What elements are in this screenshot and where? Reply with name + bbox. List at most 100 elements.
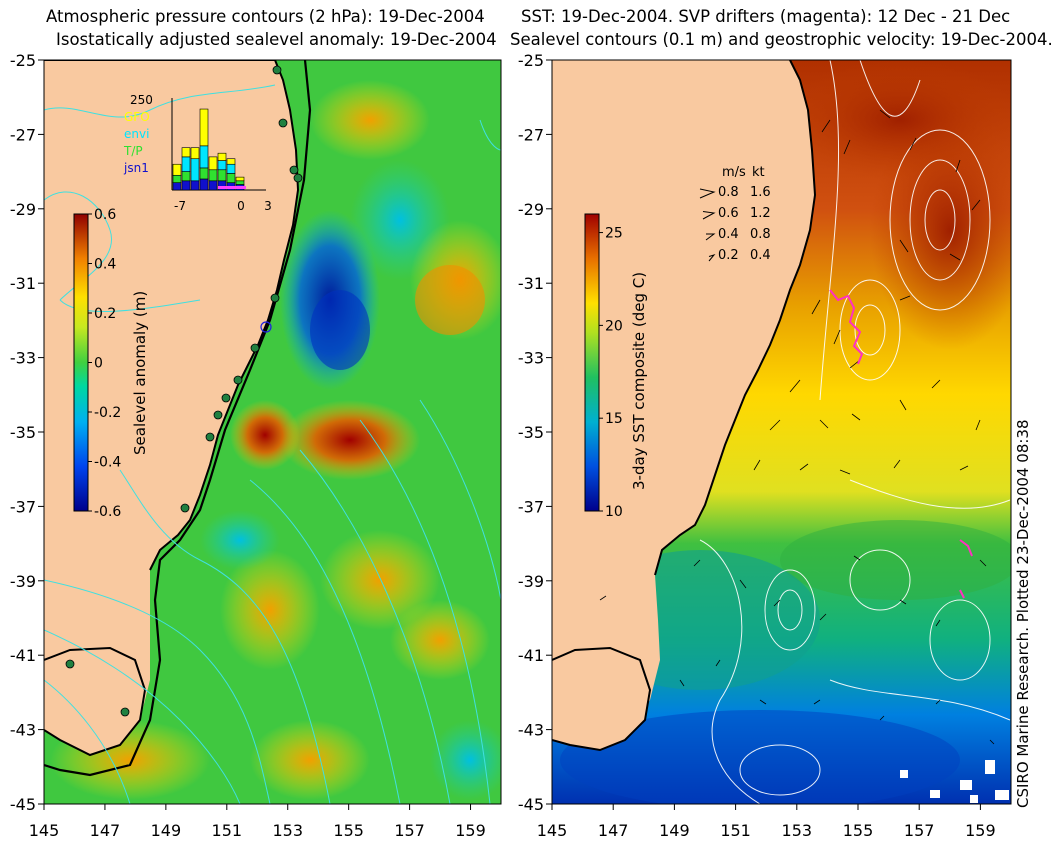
histogram-bar-segment bbox=[181, 156, 191, 172]
right-lat-label: -43 bbox=[518, 721, 544, 740]
histogram-x-tick: 0 bbox=[237, 199, 245, 213]
left-lon-label: 147 bbox=[90, 821, 121, 840]
histogram-bar-segment bbox=[226, 163, 236, 174]
histogram-bar-segment bbox=[199, 145, 209, 169]
left-lat-label: -45 bbox=[10, 795, 36, 814]
left-lat-label: -35 bbox=[10, 423, 36, 442]
right-title-line2: Sealevel contours (0.1 m) and geostrophi… bbox=[510, 30, 1053, 49]
histogram-bar-segment bbox=[190, 180, 200, 191]
right-lon-label: 151 bbox=[720, 821, 751, 840]
histogram-bar-segment bbox=[217, 169, 227, 182]
right-lat-label: -35 bbox=[518, 423, 544, 442]
sla-colorbar-tick-label: 0 bbox=[94, 356, 103, 372]
right-lon-label: 155 bbox=[843, 821, 874, 840]
histogram-bar-segment bbox=[208, 156, 218, 171]
velocity-legend-ms: 0.6 bbox=[718, 206, 739, 221]
histogram-bar-segment bbox=[190, 158, 200, 182]
velocity-legend-arrow bbox=[708, 254, 716, 262]
histogram-bar-segment bbox=[199, 178, 209, 191]
velocity-legend-kt: 0.4 bbox=[750, 248, 771, 263]
histogram-bar-segment bbox=[226, 173, 236, 183]
left-lat-label: -27 bbox=[10, 125, 36, 144]
left-lon-axis: 145 147 149 151 153 155 157 159 bbox=[29, 804, 486, 840]
right-lat-label: -39 bbox=[518, 572, 544, 591]
right-lat-label: -27 bbox=[518, 125, 544, 144]
velocity-legend-kt-header: kt bbox=[752, 165, 765, 180]
histogram-x-tick: 3 bbox=[264, 199, 272, 213]
velocity-legend-ms: 0.8 bbox=[718, 185, 739, 200]
velocity-legend-ms: 0.4 bbox=[718, 227, 739, 242]
right-lat-label: -29 bbox=[518, 200, 544, 219]
velocity-legend-arrow bbox=[705, 233, 716, 241]
right-lat-axis: -25 -27 -29 -31 -33 -35 -37 -39 -41 -43 -45 bbox=[518, 51, 552, 814]
histogram-legend-gfo: GFO bbox=[124, 110, 150, 124]
histogram-ymax: 250 bbox=[130, 93, 153, 107]
right-lon-label: 157 bbox=[904, 821, 935, 840]
inset-histogram: 250 GFO envi T/P jsn1 -7 0 3 bbox=[123, 93, 272, 213]
histogram-bar-segment bbox=[172, 182, 182, 191]
right-colorbar: 25 20 15 10 bbox=[584, 213, 623, 520]
velocity-legend-kt: 1.2 bbox=[750, 206, 771, 221]
velocity-legend-ms: 0.2 bbox=[718, 248, 739, 263]
right-title-line1: SST: 19-Dec-2004. SVP drifters (magenta)… bbox=[521, 7, 1011, 26]
velocity-legend-kt: 1.6 bbox=[750, 185, 771, 200]
left-lat-label: -43 bbox=[10, 721, 36, 740]
histogram-bar-segment bbox=[226, 158, 236, 165]
drifter-tracks bbox=[829, 289, 973, 599]
histogram-bar-segment bbox=[181, 171, 191, 182]
left-lat-label: -31 bbox=[10, 274, 36, 293]
left-lon-label: 151 bbox=[212, 821, 243, 840]
histogram-x-tick: -7 bbox=[174, 199, 186, 213]
histogram-bar-segment bbox=[181, 147, 191, 158]
left-lat-label: -39 bbox=[10, 572, 36, 591]
sla-colorbar-tick-label: -0.2 bbox=[94, 405, 121, 421]
histogram-bar-segment bbox=[172, 174, 182, 183]
right-colorbar-label: 3-day SST composite (deg C) bbox=[630, 271, 648, 490]
left-lon-label: 153 bbox=[272, 821, 303, 840]
sla-colorbar-tick-label: 0.6 bbox=[94, 207, 116, 223]
left-lat-label: -37 bbox=[10, 497, 36, 516]
right-map bbox=[552, 60, 1011, 804]
sla-colorbar-tick-label: 0.4 bbox=[94, 257, 116, 273]
right-lon-label: 153 bbox=[782, 821, 813, 840]
histogram-bar-segment bbox=[208, 169, 218, 182]
left-lon-label: 149 bbox=[151, 821, 182, 840]
sst-colorbar-tick-label: 15 bbox=[605, 411, 623, 427]
histogram-bar-segment bbox=[208, 180, 218, 191]
velocity-legend-ms-header: m/s bbox=[722, 165, 746, 180]
credit-text: CSIRO Marine Research. Plotted 23-Dec-20… bbox=[1014, 419, 1032, 808]
sst-colorbar-tick-label: 20 bbox=[605, 318, 623, 334]
histogram-bar-segment bbox=[217, 160, 227, 171]
left-lat-label: -25 bbox=[10, 51, 36, 70]
histogram-legend-jsn1: jsn1 bbox=[123, 161, 149, 175]
left-lat-label: -41 bbox=[10, 646, 36, 665]
histogram-bar-segment bbox=[235, 180, 245, 185]
right-lon-axis: 145 147 149 151 153 155 157 159 bbox=[537, 804, 996, 840]
sla-colorbar-tick-label: 0.2 bbox=[94, 306, 116, 322]
left-colorbar: 0.6 0.4 0.2 0 -0.2 -0.4 -0.6 bbox=[73, 207, 121, 520]
left-title-line2: Isostatically adjusted sealevel anomaly:… bbox=[56, 30, 497, 49]
left-title-line1: Atmospheric pressure contours (2 hPa): 1… bbox=[46, 7, 485, 26]
left-lon-label: 145 bbox=[29, 821, 60, 840]
histogram-bar-segment bbox=[217, 152, 227, 161]
sst-colorbar-tick-label: 10 bbox=[605, 504, 623, 520]
velocity-field bbox=[599, 109, 995, 745]
histogram-bar-segment bbox=[172, 163, 182, 176]
sst-colorbar-tick-label: 25 bbox=[605, 226, 623, 242]
histogram-bar-segment bbox=[235, 176, 245, 182]
histogram-bar-segment bbox=[199, 167, 209, 180]
sla-colorbar-tick-label: -0.6 bbox=[94, 504, 121, 520]
left-lat-axis: -25 -27 -29 -31 -33 -35 -37 -39 -41 -43 -45 bbox=[10, 51, 44, 814]
velocity-legend: m/s kt 0.8 1.6 0.6 1.2 0.4 0.8 0.2 0.4 bbox=[699, 165, 771, 263]
sla-colorbar-tick-label: -0.4 bbox=[94, 455, 121, 471]
right-lon-label: 145 bbox=[537, 821, 568, 840]
right-lon-label: 159 bbox=[965, 821, 996, 840]
right-lat-label: -31 bbox=[518, 274, 544, 293]
left-lon-label: 159 bbox=[455, 821, 486, 840]
histogram-legend-envi: envi bbox=[124, 127, 149, 141]
left-lat-label: -33 bbox=[10, 349, 36, 368]
right-lon-label: 149 bbox=[659, 821, 690, 840]
right-lat-label: -45 bbox=[518, 795, 544, 814]
right-lat-label: -33 bbox=[518, 349, 544, 368]
velocity-legend-arrow bbox=[699, 188, 716, 199]
